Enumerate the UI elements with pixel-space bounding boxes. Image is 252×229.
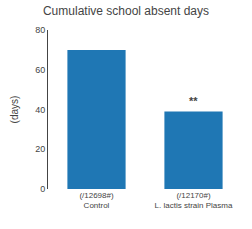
- svg-text:(/12170#)L. lactis strain Plas: (/12170#)L. lactis strain Plasma: [155, 191, 233, 210]
- svg-text:80: 80: [35, 25, 45, 35]
- svg-text:(/12698#)Control: (/12698#)Control: [79, 191, 114, 210]
- svg-text:60: 60: [35, 65, 45, 75]
- svg-text:0: 0: [40, 184, 45, 194]
- svg-text:20: 20: [35, 144, 45, 154]
- svg-text:(days): (days): [9, 96, 20, 124]
- svg-text:Cumulative school absent days: Cumulative school absent days: [43, 4, 209, 18]
- svg-text:40: 40: [35, 105, 45, 115]
- svg-text:**: **: [189, 95, 198, 107]
